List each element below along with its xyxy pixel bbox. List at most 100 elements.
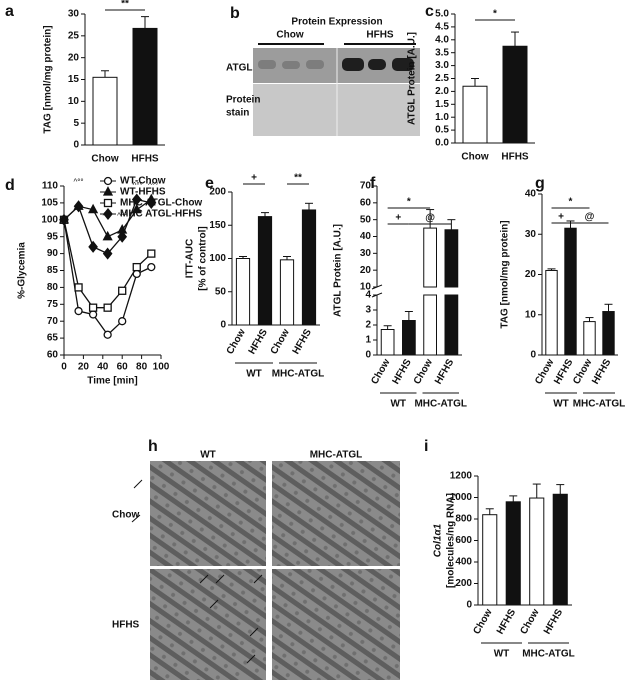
y-tick-label: 400 [455,557,472,568]
blot-group: HFHS [366,30,394,41]
y-axis-label: TAG [nmol/mg protein] [43,25,54,133]
annotation: ^°° [148,181,158,190]
y-tick-label: 30 [68,9,80,20]
x-tick-label: Chow [518,607,541,636]
y-tick-label: 2.5 [435,73,449,84]
y-tick-label: 30 [360,248,372,259]
bar [402,320,416,356]
marker [147,262,156,272]
x-tick-label: 0 [61,362,67,373]
row-label: stain [226,108,249,119]
y-tick-label: 65 [47,333,59,344]
y-tick-label: 200 [209,187,226,198]
bar [235,258,251,326]
bar [380,329,395,356]
y-tick-label: 15 [68,74,80,85]
bar [529,497,545,606]
x-tick-label: 80 [136,362,148,373]
x-tick-label: HFHS [501,152,529,163]
x-tick-label: Chow [369,357,392,386]
y-tick-label: 600 [455,535,472,546]
y-tick-label: 0 [530,350,536,361]
marker [146,196,157,209]
column-label: MHC-ATGL [310,450,363,461]
bar [92,76,118,146]
bracket-label: + [558,212,564,223]
marker [103,207,113,221]
y-tick-label: 4.5 [435,22,449,33]
y-tick-label: 70 [47,316,59,327]
panel-letter: d [5,177,15,194]
y-tick-label: 50 [215,286,227,297]
y-tick-label: 100 [41,214,58,225]
marker [59,213,69,226]
y-tick-label: 80 [47,282,59,293]
y-tick-label: 0 [466,600,472,611]
row-label: Protein [226,95,260,106]
x-tick-label: Chow [471,607,494,636]
row-label: ATGL [226,63,252,74]
y-tick-label: 10 [360,282,372,293]
y-tick-label: 60 [360,197,372,208]
panel-letter: g [535,175,545,192]
arrows [131,479,263,664]
group-label: WT [553,399,569,410]
group-label: WT [494,649,510,660]
bracket-label: * [493,9,497,20]
row-label: Chow [112,510,139,521]
y-tick-label: 3.5 [435,47,449,58]
bar [423,227,437,288]
y-tick-label: 85 [47,265,59,276]
x-tick-label: Chow [412,357,435,386]
bracket-label: ** [294,173,302,184]
marker [88,203,99,214]
annotation: ^°° [73,178,83,187]
column-label: WT [200,450,216,461]
y-tick-label: 10 [68,96,80,107]
x-tick-label: 40 [97,362,109,373]
marker [102,186,114,196]
annotation: ^°° [103,212,113,221]
bracket-label: @ [585,212,595,223]
bar [564,227,577,356]
y-axis-label: [% of control] [198,226,209,290]
annotation: ^°° [133,181,143,190]
bar [423,294,437,356]
x-tick-label: Chow [269,327,292,356]
y-tick-label: 10 [525,309,537,320]
group-label: MHC-ATGL [573,399,626,410]
micrograph [272,461,400,566]
y-tick-label: 20 [68,52,80,63]
y-tick-label: 0 [365,350,371,361]
y-tick-label: 105 [41,198,58,209]
bands [258,60,324,69]
y-tick-label: 0 [220,320,226,331]
axis-break [371,284,383,290]
panel-letter: i [424,438,428,455]
marker [117,230,128,243]
y-axis-label: ATGL Protein [A.U.] [407,32,418,125]
annotation: ^°° [117,212,127,221]
y-axis-label: Col1α1 [433,523,444,557]
y-axis-label: TAG [nmol/mg protein] [500,220,511,328]
y-tick-label: 20 [525,269,537,280]
bar [545,269,558,356]
y-tick-label: 5 [73,118,79,129]
bar [444,229,459,288]
bracket-label: + [251,173,257,184]
y-tick-label: 1 [365,335,371,346]
y-tick-label: 150 [209,220,226,231]
y-tick-label: 110 [42,181,59,192]
bar [583,321,596,356]
x-tick-label: HFHS [291,327,314,356]
y-tick-label: 60 [47,350,59,361]
x-tick-label: HFHS [391,357,414,386]
x-tick-label: HFHS [590,357,613,386]
y-tick-label: 1.0 [435,112,449,123]
blot-panel: b Protein Expression Chow HFHS ATGL Prot… [226,5,420,136]
y-tick-label: 40 [360,231,372,242]
y-tick-label: 0 [73,140,79,151]
y-axis-label: ITT-AUC [185,239,196,278]
x-tick-label: HFHS [433,357,456,386]
